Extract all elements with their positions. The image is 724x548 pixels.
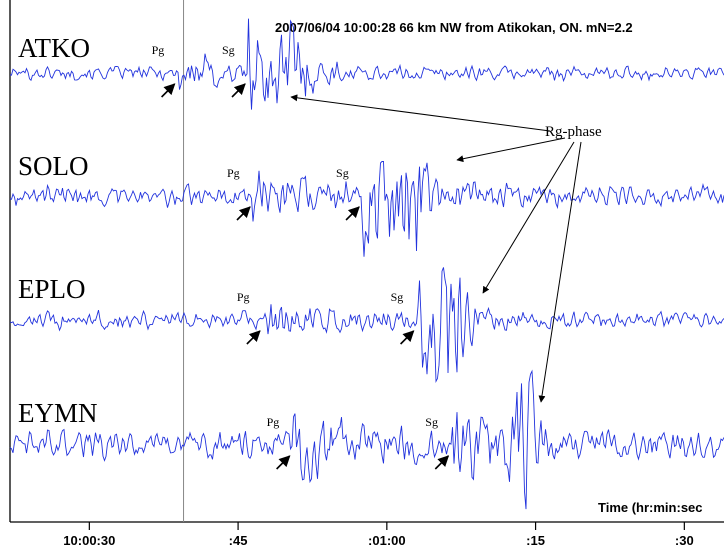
sg-pick-arrow — [345, 206, 360, 221]
trace-solo — [9, 161, 724, 257]
x-axis-ticks: 10:00:30 :45 :01:00 :15 :30 — [63, 522, 694, 548]
pg-pick-arrow — [246, 330, 261, 345]
sg-phase-label: Sg — [222, 43, 235, 57]
station-label: EPLO — [18, 274, 86, 304]
sg-pick-arrow — [400, 330, 415, 345]
trace-eymn — [9, 369, 724, 510]
pg-phase-label: Pg — [237, 290, 250, 304]
rg-phase-arrows — [290, 94, 582, 403]
pg-phase-label: Pg — [152, 43, 165, 57]
rg-arrow-solo — [456, 137, 566, 163]
pg-phase-label: Pg — [227, 166, 240, 180]
pg-phase-label: Pg — [267, 415, 280, 429]
sg-phase-label: Sg — [391, 290, 404, 304]
rg-arrow-atko — [290, 94, 551, 132]
station-label: ATKO — [18, 33, 90, 63]
x-tick-label: 10:00:30 — [63, 533, 115, 548]
phase-picks: Pg Sg Pg Sg Pg Sg Pg Sg — [152, 43, 450, 470]
chart-title: 2007/06/04 10:00:28 66 km NW from Atikok… — [275, 20, 633, 35]
pg-pick-arrow — [161, 83, 176, 98]
x-tick-label: :45 — [229, 533, 248, 548]
sg-phase-label: Sg — [336, 166, 349, 180]
pg-pick-arrow — [276, 455, 291, 470]
x-tick-label: :30 — [675, 533, 694, 548]
station-label: SOLO — [18, 151, 89, 181]
seismogram-traces: ATKO SOLO EPLO EYMN — [9, 18, 724, 510]
x-tick-label: :01:00 — [368, 533, 406, 548]
rg-arrow-eplo — [482, 141, 575, 294]
x-axis-label: Time (hr:min:sec — [598, 500, 703, 515]
x-tick-label: :15 — [526, 533, 545, 548]
pg-pick-arrow — [236, 206, 251, 221]
rg-phase-annotation: Rg-phase — [545, 124, 602, 140]
station-label: EYMN — [18, 398, 98, 428]
trace-atko — [9, 18, 724, 110]
rg-arrow-eymn — [538, 141, 582, 403]
sg-phase-label: Sg — [425, 415, 438, 429]
sg-pick-arrow — [434, 455, 450, 470]
trace-eplo — [9, 267, 724, 384]
sg-pick-arrow — [231, 83, 246, 98]
